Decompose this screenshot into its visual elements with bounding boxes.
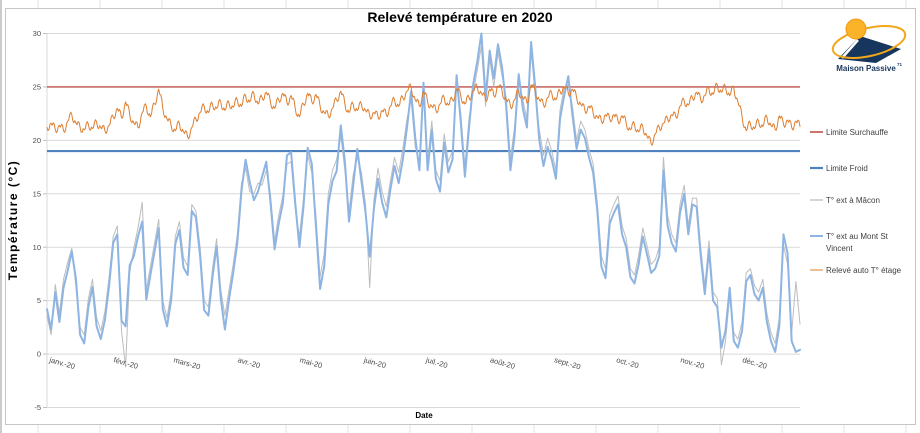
logo-superscript: 71 <box>897 62 903 67</box>
series-t-ext-au-mont-st-vincent-line <box>46 32 801 353</box>
legend-label: T° ext à Mâcon <box>826 196 880 205</box>
maison-passive-logo: Maison Passive 71 <box>831 18 907 73</box>
y-tick-label: 20 <box>33 136 41 145</box>
chart-frame[interactable] <box>5 8 916 425</box>
y-tick-label: 15 <box>33 189 41 198</box>
y-tick-label: -5 <box>34 403 41 412</box>
chart-legend: Limite Surchauffe Limite Froid T° ext à Mâ… <box>810 128 902 275</box>
y-tick-label: 25 <box>33 83 41 92</box>
legend-item-t-ext-au-mont-st-vincent[interactable]: T° ext au Mont St Vincent <box>810 232 889 253</box>
x-axis-title: Date <box>415 411 433 420</box>
legend-label: Limite Surchauffe <box>826 128 889 137</box>
legend-label: T° ext au Mont St <box>826 232 889 241</box>
y-tick-label: 0 <box>37 350 41 359</box>
logo-roof-shape <box>838 36 901 63</box>
logo-roof-gap <box>841 39 859 59</box>
legend-item-limite-surchauffe[interactable]: Limite Surchauffe <box>810 128 889 137</box>
logo-sun-icon <box>845 18 867 40</box>
chart-title: Relevé température en 2020 <box>367 9 552 25</box>
y-axis-title: Température (°C) <box>6 160 20 281</box>
legend-label: Limite Froid <box>826 164 868 173</box>
plot-series <box>46 32 801 368</box>
legend-item-t-ext-m-con[interactable]: T° ext à Mâcon <box>810 196 880 205</box>
logo-text: Maison Passive <box>836 64 896 73</box>
series-relev-auto-t-tage-line <box>46 82 801 146</box>
y-tick-label: 5 <box>37 296 41 305</box>
legend-item-relev-auto-t-tage[interactable]: Relevé auto T° étage <box>810 266 902 275</box>
legend-item-limite-froid[interactable]: Limite Froid <box>810 164 868 173</box>
legend-label: Vincent <box>826 244 853 253</box>
y-tick-label: 10 <box>33 243 41 252</box>
legend-label: Relevé auto T° étage <box>826 266 902 275</box>
y-tick-label: 30 <box>33 29 41 38</box>
